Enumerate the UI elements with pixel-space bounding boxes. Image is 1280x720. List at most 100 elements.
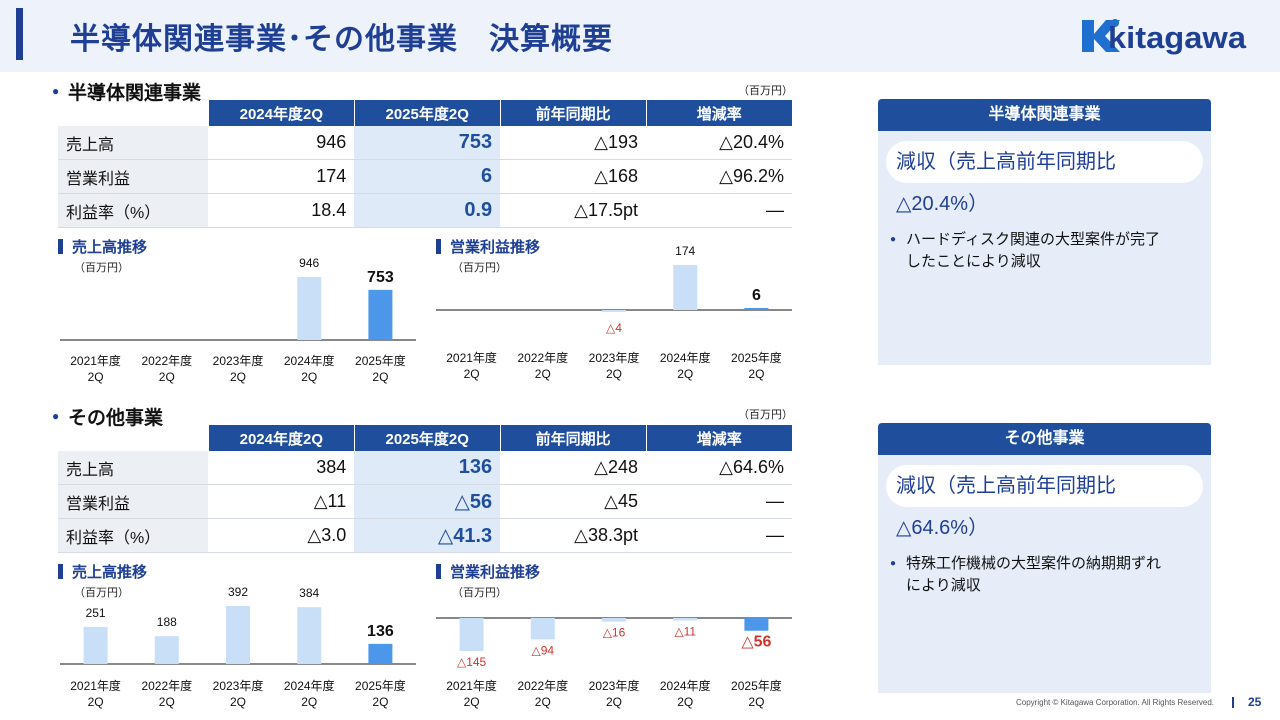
row-label: 売上高 xyxy=(58,451,209,485)
table-unit: （百万円） xyxy=(738,85,793,97)
chart-unit: （百万円） xyxy=(74,587,129,599)
value-2024: △11 xyxy=(208,484,355,519)
chart-category-label: 2Q xyxy=(372,695,388,709)
value-yoy: △17.5pt xyxy=(500,193,647,228)
chart-data-label: 188 xyxy=(157,615,177,629)
chart-category-label: 2024年度 xyxy=(660,678,711,693)
chart-data-label: 6 xyxy=(752,287,761,304)
chart-category-label: 2Q xyxy=(230,695,246,709)
table-unit: （百万円） xyxy=(738,409,793,421)
chart-semi-op: 2021年度 2Q 2022年度 2Q △4 2023年度 2Q 174 2024年度 2Q 6 20… xyxy=(436,244,792,381)
chart-data-label: △11 xyxy=(674,625,696,639)
header-blank xyxy=(58,425,208,451)
value-2025: 0.9 xyxy=(354,193,501,228)
value-rate: △64.6% xyxy=(646,451,792,485)
row-label: 営業利益 xyxy=(58,159,209,194)
chart-category-label: 2Q xyxy=(159,370,175,384)
value-rate: ― xyxy=(646,518,792,553)
chart-title-other-op: 営業利益推移 xyxy=(436,561,540,582)
chart-category-label: 2Q xyxy=(464,695,480,709)
section-bullet-icon: ● xyxy=(52,409,60,423)
chart-data-label: 136 xyxy=(367,623,394,640)
chart-category-label: 2021年度 xyxy=(446,678,497,693)
value-2024: 946 xyxy=(208,126,355,160)
chart-data-label: 384 xyxy=(299,586,319,600)
other-results-table: 2024年度2Q 2025年度2Q 前年同期比 増減率 売上高 384 136 … xyxy=(58,425,792,553)
title-accent-bar xyxy=(16,8,23,60)
summary-bullet-line: 特殊工作機械の大型案件の納期期ずれ xyxy=(906,555,1162,572)
chart-data-label: △56 xyxy=(741,634,771,651)
chart-category-label: 2022年度 xyxy=(517,678,568,693)
summary-bullet: ● ハードディスク関連の大型案件が完了 したことにより減収 xyxy=(886,229,1203,273)
chart-category-label: 2025年度 xyxy=(355,353,406,368)
summary-bullet-line: ハードディスク関連の大型案件が完了 xyxy=(906,231,1160,248)
chart-unit: （百万円） xyxy=(452,587,507,599)
chart-category-label: 2024年度 xyxy=(284,678,335,693)
header-rate: 増減率 xyxy=(645,100,792,126)
table-row: 売上高 946 753 △193 △20.4% xyxy=(58,126,792,160)
chart-category-label: 2Q xyxy=(88,370,104,384)
row-label: 利益率（%） xyxy=(58,518,209,553)
value-2024: 18.4 xyxy=(208,193,355,228)
chart-data-label: △145 xyxy=(457,655,487,669)
chart-category-label: 2Q xyxy=(88,695,104,709)
chart-category-label: 2021年度 xyxy=(70,353,121,368)
value-rate: △20.4% xyxy=(646,126,792,160)
section-title-other: その他事業 xyxy=(68,408,164,429)
chart-category-label: 2Q xyxy=(230,370,246,384)
chart-category-label: 2023年度 xyxy=(213,678,264,693)
row-label: 営業利益 xyxy=(58,484,209,519)
chart-data-label: 392 xyxy=(228,585,248,599)
chart-category-label: 2Q xyxy=(677,695,693,709)
value-2024: △3.0 xyxy=(208,518,355,553)
chart-bar xyxy=(297,607,322,664)
section-title-semiconductor: 半導体関連事業 xyxy=(68,83,202,104)
section-bullet-icon: ● xyxy=(52,84,60,98)
chart-bar xyxy=(530,618,555,640)
header-band xyxy=(0,0,1280,72)
chart-category-label: 2Q xyxy=(301,370,317,384)
chart-unit: （百万円） xyxy=(452,262,507,274)
chart-category-label: 2023年度 xyxy=(589,678,640,693)
value-yoy: △248 xyxy=(500,451,647,485)
value-rate: △96.2% xyxy=(646,159,792,194)
value-yoy: △38.3pt xyxy=(500,518,647,553)
header-blank xyxy=(58,100,208,126)
value-2024: 384 xyxy=(208,451,355,485)
chart-category-label: 2021年度 xyxy=(70,678,121,693)
value-yoy: △168 xyxy=(500,159,647,194)
chart-bar xyxy=(744,308,769,310)
chart-category-label: 2Q xyxy=(677,367,693,381)
value-2025: △56 xyxy=(354,484,501,519)
chart-title-semi-sales: 売上高推移 xyxy=(58,236,147,257)
header-2025: 2025年度2Q xyxy=(353,100,501,126)
bullet-icon: ● xyxy=(890,234,897,245)
chart-category-label: 2Q xyxy=(748,695,764,709)
value-yoy: △45 xyxy=(500,484,647,519)
table-row: 営業利益 △11 △56 △45 ― xyxy=(58,484,792,519)
value-2024: 174 xyxy=(208,159,355,194)
summary-bullet-line: したことにより減収 xyxy=(906,253,1041,270)
chart-category-label: 2Q xyxy=(301,695,317,709)
value-2025: △41.3 xyxy=(354,518,501,553)
bullet-icon: ● xyxy=(890,558,897,569)
chart-title-semi-op: 営業利益推移 xyxy=(436,236,540,257)
table-row: 利益率（%） △3.0 △41.3 △38.3pt ― xyxy=(58,518,792,553)
chart-category-label: 2021年度 xyxy=(446,350,497,365)
chart-category-label: 2022年度 xyxy=(517,350,568,365)
header-2025: 2025年度2Q xyxy=(353,425,501,451)
table-header-row: 2024年度2Q 2025年度2Q 前年同期比 増減率 xyxy=(58,425,792,451)
chart-category-label: 2Q xyxy=(606,367,622,381)
chart-bar xyxy=(226,606,250,664)
summary-panel-title: 半導体関連事業 xyxy=(878,99,1211,131)
summary-panel-other: その他事業 減収（売上高前年同期比△64.6%） ● 特殊工作機械の大型案件の納… xyxy=(878,423,1211,693)
value-rate: ― xyxy=(646,484,792,519)
chart-category-label: 2Q xyxy=(535,695,551,709)
chart-bar xyxy=(368,289,393,340)
chart-category-label: 2Q xyxy=(372,370,388,384)
page-number: 25 xyxy=(1248,695,1262,709)
header-yoy: 前年同期比 xyxy=(499,100,647,126)
summary-pill: 減収（売上高前年同期比△64.6%） xyxy=(886,465,1203,539)
row-label: 利益率（%） xyxy=(58,193,209,228)
chart-category-label: 2022年度 xyxy=(141,353,192,368)
